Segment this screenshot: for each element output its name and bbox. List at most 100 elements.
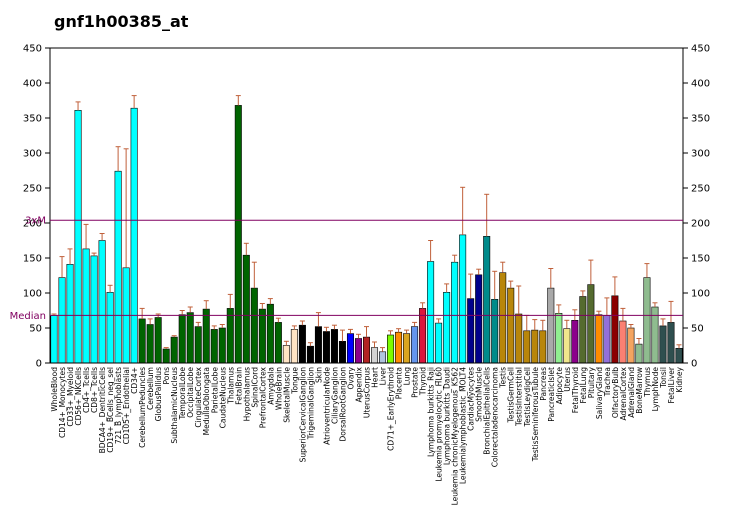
category-label: SuperiorCervicalGanglion — [298, 367, 307, 463]
y-tick-label-right: 250 — [691, 184, 710, 195]
category-label: Prostate — [411, 367, 420, 398]
category-label: Skin — [314, 367, 323, 383]
category-label: Amygdala — [266, 367, 275, 405]
category-label: TestisInterstitial — [515, 367, 524, 427]
bar — [130, 107, 138, 364]
category-label: TestisLeydigCell — [523, 367, 532, 427]
bar — [186, 312, 194, 364]
category-label: DorsalRootGanglion — [338, 367, 347, 442]
bar — [595, 314, 603, 364]
category-label: Ovary — [346, 366, 355, 389]
category-label: Pituitary — [587, 366, 596, 398]
y-tick-label-left: 100 — [23, 289, 42, 300]
bar — [90, 255, 98, 364]
bar — [242, 254, 250, 364]
bar — [667, 322, 675, 364]
bar — [419, 308, 427, 364]
bar — [362, 336, 371, 364]
category-label: Adipocyte — [555, 367, 564, 405]
category-label: WholeBrain — [274, 367, 283, 410]
category-label: Lung — [403, 367, 412, 386]
bar — [571, 319, 579, 364]
bar — [371, 347, 379, 364]
bar — [507, 287, 515, 364]
bar — [282, 345, 290, 364]
bar — [675, 347, 683, 364]
bar — [314, 326, 322, 364]
bar — [435, 322, 443, 364]
category-label: SmoothMuscle — [475, 367, 484, 422]
bar — [395, 331, 403, 364]
category-label: Heart — [371, 367, 380, 388]
y-tick-label-right: 400 — [691, 79, 710, 90]
category-label: BronchialEpithelialCells — [483, 367, 492, 455]
bar — [114, 170, 122, 364]
category-label: BoneMarrow — [635, 367, 644, 414]
bar — [58, 277, 66, 364]
category-label: CiliaryGanglion — [330, 367, 339, 424]
category-label: CD4+_Tcells — [82, 367, 91, 413]
category-label: CD56+_NKCells — [74, 367, 83, 426]
bar — [274, 322, 282, 364]
y-tick-label-right: 50 — [691, 324, 704, 335]
bar — [411, 326, 419, 364]
category-label: WholeBlood — [50, 367, 59, 412]
bar — [266, 303, 274, 364]
bar — [346, 333, 354, 364]
bar — [226, 308, 234, 364]
bar — [627, 327, 635, 364]
bar — [515, 313, 523, 364]
bar — [146, 324, 154, 364]
y-tick-label-right: 300 — [691, 149, 710, 160]
category-label: TrigeminalGanglion — [306, 367, 315, 441]
category-label: CD33+_Myeloid — [66, 367, 75, 427]
bar — [162, 348, 170, 364]
category-label: SkeletalMuscle — [282, 367, 291, 423]
category-label: CD105+_Endothelial — [122, 367, 131, 444]
bar — [403, 333, 411, 364]
bar — [579, 296, 587, 364]
bar — [50, 315, 58, 364]
bar — [82, 248, 90, 364]
bar — [290, 329, 298, 364]
category-label: Cerebellum — [146, 367, 155, 410]
category-label: Uterus — [563, 367, 572, 392]
category-label: Appendix — [354, 366, 363, 402]
category-label: CardiacMyocytes — [467, 367, 476, 431]
category-label: OccipitalLobe — [186, 367, 195, 418]
bar — [659, 325, 667, 364]
y-tick-label-left: 300 — [23, 149, 42, 160]
category-label: CD71+_EarlyErythroid — [387, 367, 396, 451]
bar — [491, 298, 499, 364]
category-label: MedullaOblongata — [202, 367, 211, 435]
y-tick-label-left: 350 — [23, 114, 42, 125]
bar — [603, 315, 611, 364]
category-label: FetalLung — [579, 367, 588, 404]
category-label: Thalamus — [226, 367, 235, 405]
bar — [547, 287, 555, 364]
category-label: CaudateNucleus — [218, 367, 227, 428]
category-label: AdrenalGland — [627, 367, 636, 418]
bar — [170, 336, 178, 364]
bar — [451, 261, 459, 364]
category-label: ParietalLobe — [210, 367, 219, 414]
bar — [499, 272, 507, 364]
category-label: PancreaticIslet — [547, 367, 556, 422]
y-tick-label-left: 200 — [23, 219, 42, 230]
bar — [643, 277, 651, 364]
category-label: Testis — [499, 367, 508, 389]
y-tick-label-right: 0 — [691, 359, 697, 370]
category-label: TestisGermCell — [507, 367, 516, 423]
bar — [611, 295, 619, 364]
bar — [354, 338, 362, 364]
bar — [555, 312, 563, 364]
bar — [178, 314, 186, 364]
category-label: CD34+ — [130, 367, 139, 394]
bars-layer — [50, 95, 683, 364]
bar — [210, 329, 218, 364]
bar — [330, 329, 338, 364]
bar — [379, 351, 387, 364]
plot-frame — [49, 47, 684, 364]
bar — [234, 105, 242, 364]
category-label: TemporalLobe — [178, 367, 187, 421]
